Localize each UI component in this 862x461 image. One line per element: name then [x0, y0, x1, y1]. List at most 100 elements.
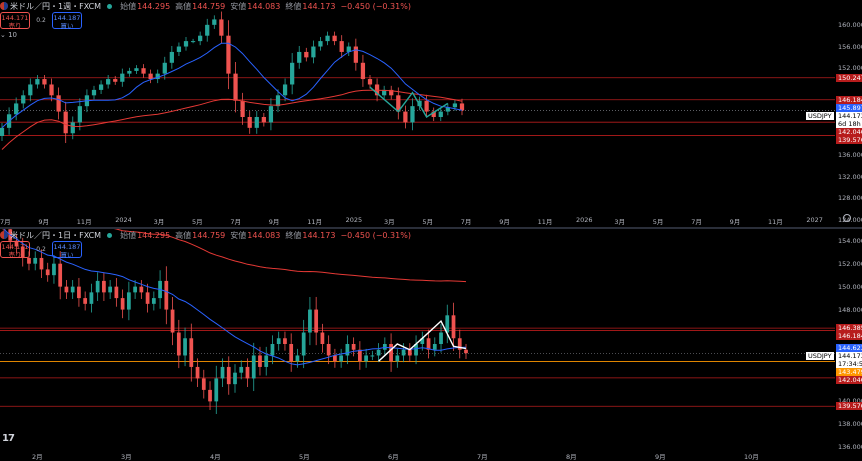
weekly-symbol-title[interactable]: 米ドル／円・1週・FXCM [10, 1, 101, 12]
candle-body [464, 350, 468, 353]
spread-value: 0.2 [34, 12, 48, 24]
time-tick-label: 4月 [210, 451, 221, 461]
tradingview-logo-icon[interactable]: 17 [2, 433, 14, 444]
candle-body [308, 310, 312, 333]
drawing-annotation [370, 87, 448, 117]
time-tick-label: 7月 [0, 216, 11, 226]
candle-body [368, 79, 372, 84]
candle-body [318, 41, 322, 46]
candle-body [240, 101, 244, 117]
spread-value: 0.2 [34, 241, 48, 253]
time-tick-label: 2025 [346, 216, 363, 224]
candle-body [141, 68, 145, 73]
candle-body [271, 344, 275, 355]
candle-body [302, 333, 306, 356]
sell-price: 144.171 [1, 243, 29, 251]
candle-body [311, 47, 315, 58]
candle-body [183, 338, 187, 355]
candle-body [65, 287, 69, 293]
candle-body [35, 79, 39, 84]
candle-body [314, 310, 318, 333]
price-tick-label: 136.000 [838, 151, 862, 159]
low-value: 144.083 [247, 2, 280, 11]
candle-body [321, 333, 325, 344]
candle-body [283, 338, 287, 344]
candle-body [52, 264, 56, 275]
candle-body [403, 112, 407, 123]
sell-price: 144.171 [1, 14, 29, 22]
candle-body [433, 344, 437, 350]
candle-body [115, 287, 119, 298]
close-label: 終値 [285, 230, 301, 241]
candle-body [71, 122, 75, 133]
price-tick-label: 138.000 [838, 420, 862, 428]
candle-body [340, 41, 344, 52]
time-tick-label: 5月 [192, 216, 203, 226]
market-open-dot-icon [107, 233, 112, 238]
time-tick-label: 2026 [576, 216, 593, 224]
candle-body [354, 47, 358, 63]
time-tick-label: 2月 [32, 451, 43, 461]
candle-body [327, 344, 331, 355]
high-value: 144.759 [192, 231, 225, 240]
candle-body [42, 79, 46, 84]
time-tick-label: 6月 [388, 451, 399, 461]
candle-body [452, 315, 456, 338]
candle-body [262, 117, 266, 122]
price-tick-label: 152.000 [838, 260, 862, 268]
candle-body [127, 292, 131, 309]
weekly-chart-canvas[interactable] [0, 0, 862, 227]
sell-button[interactable]: 144.171 売り [0, 12, 30, 29]
candle-body [184, 41, 188, 46]
buy-button[interactable]: 144.187 買い [52, 12, 82, 29]
indicators-toggle[interactable]: ⌄ 10 [0, 31, 17, 39]
candle-body [28, 84, 32, 95]
candle-body [208, 390, 212, 401]
change-value: −0.450 (−0.31%) [340, 2, 411, 11]
open-value: 144.295 [137, 231, 170, 240]
candle-body [297, 52, 301, 63]
price-axis-label: 139.576 [836, 136, 862, 144]
candle-body [83, 298, 87, 304]
candle-body [402, 350, 406, 356]
open-label: 始値 [120, 230, 136, 241]
buy-label: 買い [53, 22, 81, 30]
candle-body [389, 344, 393, 361]
candle-body [96, 281, 100, 292]
candle-body [21, 95, 25, 103]
candle-body [177, 333, 181, 356]
candle-body [283, 84, 287, 95]
price-axis-label: 17:34:53 [836, 360, 862, 368]
candle-body [146, 292, 150, 303]
candle-body [248, 117, 252, 128]
sell-button[interactable]: 144.171 売り [0, 241, 30, 258]
time-tick-label: 5月 [299, 451, 310, 461]
open-value: 144.295 [137, 2, 170, 11]
candle-body [0, 128, 4, 136]
daily-symbol-title[interactable]: 米ドル／円・1日・FXCM [10, 230, 101, 241]
gear-icon[interactable] [843, 214, 851, 222]
daily-chart-canvas[interactable] [0, 229, 862, 459]
time-tick-label: 7月 [691, 216, 702, 226]
time-tick-label: 9月 [499, 216, 510, 226]
candle-body [177, 47, 181, 52]
candle-body [99, 84, 103, 89]
market-open-dot-icon [107, 4, 112, 9]
time-tick-label: 10月 [744, 451, 759, 461]
candle-body [304, 52, 308, 57]
close-label: 終値 [285, 1, 301, 12]
price-tick-label: 154.000 [838, 237, 862, 245]
open-label: 始値 [120, 1, 136, 12]
candle-body [408, 350, 412, 356]
price-axis-label: 142.046 [836, 128, 862, 136]
candle-body [120, 74, 124, 82]
jp-us-flag-icon [0, 231, 8, 239]
candle-body [358, 350, 362, 361]
candle-body [246, 367, 250, 378]
price-tick-label: 148.000 [838, 306, 862, 314]
candle-body [269, 106, 273, 122]
buy-button[interactable]: 144.187 買い [52, 241, 82, 258]
